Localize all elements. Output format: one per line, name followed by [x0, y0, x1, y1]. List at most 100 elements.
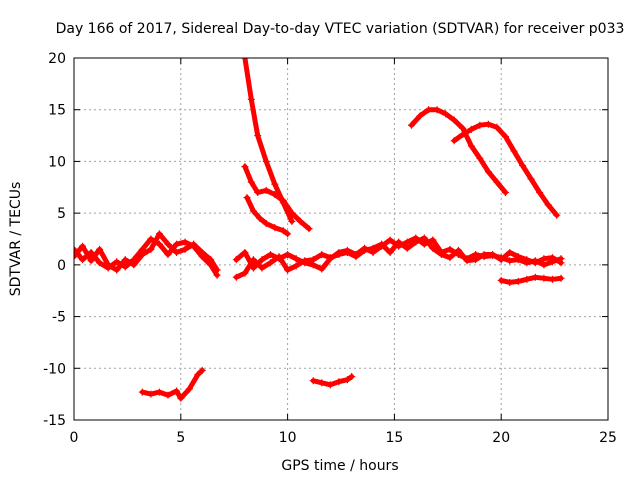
- chart-title: Day 166 of 2017, Sidereal Day-to-day VTE…: [56, 21, 625, 37]
- data-point: [540, 255, 548, 263]
- data-point: [267, 259, 275, 267]
- data-point: [284, 230, 292, 238]
- data-point: [247, 95, 255, 103]
- y-tick-label: -5: [52, 310, 66, 326]
- data-point: [243, 194, 251, 202]
- data-point: [74, 253, 78, 261]
- data-point: [173, 248, 181, 256]
- data-point: [113, 258, 121, 266]
- data-point: [213, 266, 221, 274]
- data-point: [79, 256, 87, 264]
- data-point: [271, 180, 279, 188]
- data-point: [147, 245, 155, 253]
- data-point: [510, 147, 518, 155]
- y-tick-label: -15: [43, 413, 66, 429]
- y-tick-label: -10: [43, 361, 66, 377]
- data-point: [557, 259, 565, 267]
- data-point: [258, 256, 266, 264]
- data-point: [326, 254, 334, 262]
- data-point: [472, 256, 480, 264]
- data-point: [454, 246, 462, 254]
- data-point: [113, 266, 121, 274]
- data-point: [489, 251, 497, 259]
- data-point: [155, 388, 163, 396]
- data-point: [181, 238, 189, 246]
- data-point: [173, 240, 181, 248]
- series-seg-j: [407, 106, 509, 196]
- data-point: [403, 244, 411, 252]
- data-point: [484, 120, 492, 128]
- series-line: [74, 233, 218, 271]
- data-point: [548, 254, 556, 262]
- series-seg-h: [232, 234, 565, 281]
- data-point: [493, 178, 501, 186]
- series-seg-c: [138, 366, 206, 402]
- data-point: [540, 274, 548, 282]
- data-point: [326, 381, 334, 389]
- data-point: [207, 256, 215, 264]
- data-point: [506, 278, 514, 286]
- data-point: [442, 110, 450, 118]
- data-point: [318, 265, 326, 273]
- data-point: [493, 123, 501, 131]
- data-point: [155, 240, 163, 248]
- data-point: [429, 244, 437, 252]
- data-point: [121, 256, 129, 264]
- data-point: [501, 188, 509, 196]
- data-point: [249, 207, 257, 215]
- data-point: [527, 175, 535, 183]
- data-point: [181, 245, 189, 253]
- data-point: [531, 273, 539, 281]
- data-point: [279, 197, 287, 205]
- data-point: [138, 251, 146, 259]
- data-point: [343, 376, 351, 384]
- data-point: [96, 259, 104, 267]
- data-point: [433, 106, 441, 114]
- data-point: [416, 112, 424, 120]
- series-band: [242, 58, 295, 224]
- data-point: [241, 58, 249, 62]
- data-point: [497, 256, 505, 264]
- series-seg-i: [309, 373, 356, 389]
- series-seg-l: [497, 273, 565, 286]
- data-point: [249, 256, 257, 264]
- data-point: [254, 132, 262, 140]
- data-point: [305, 225, 313, 233]
- data-point: [459, 131, 467, 139]
- data-point: [155, 230, 163, 238]
- data-point: [425, 106, 433, 114]
- data-point: [476, 121, 484, 129]
- data-point: [262, 157, 270, 165]
- data-point: [450, 116, 458, 124]
- data-point: [536, 188, 544, 196]
- data-point: [519, 162, 527, 170]
- data-point: [450, 137, 458, 145]
- data-point: [258, 264, 266, 272]
- data-point: [96, 245, 104, 253]
- data-point: [335, 378, 343, 386]
- data-point: [130, 261, 138, 269]
- data-point: [335, 251, 343, 259]
- data-point: [467, 125, 475, 133]
- y-axis-ticks: -15 -10 -5 0 5 10 15 20: [43, 51, 608, 429]
- data-point: [284, 266, 292, 274]
- data-point: [232, 273, 240, 281]
- series-seg-b: [74, 230, 221, 274]
- data-point: [164, 251, 172, 259]
- plot-frame: [73, 57, 609, 421]
- data-point: [348, 373, 356, 381]
- series-seg-k: [450, 120, 561, 219]
- data-point: [296, 217, 304, 225]
- series-line: [244, 58, 293, 222]
- data-point: [429, 236, 437, 244]
- data-point: [523, 275, 531, 283]
- data-point: [79, 242, 87, 250]
- data-point: [301, 257, 309, 265]
- data-point: [369, 244, 377, 252]
- series-seg-e: [241, 163, 313, 233]
- data-point: [147, 390, 155, 398]
- data-point: [531, 259, 539, 267]
- data-point: [501, 133, 509, 141]
- data-point: [403, 238, 411, 246]
- x-tick-label: 15: [385, 430, 403, 446]
